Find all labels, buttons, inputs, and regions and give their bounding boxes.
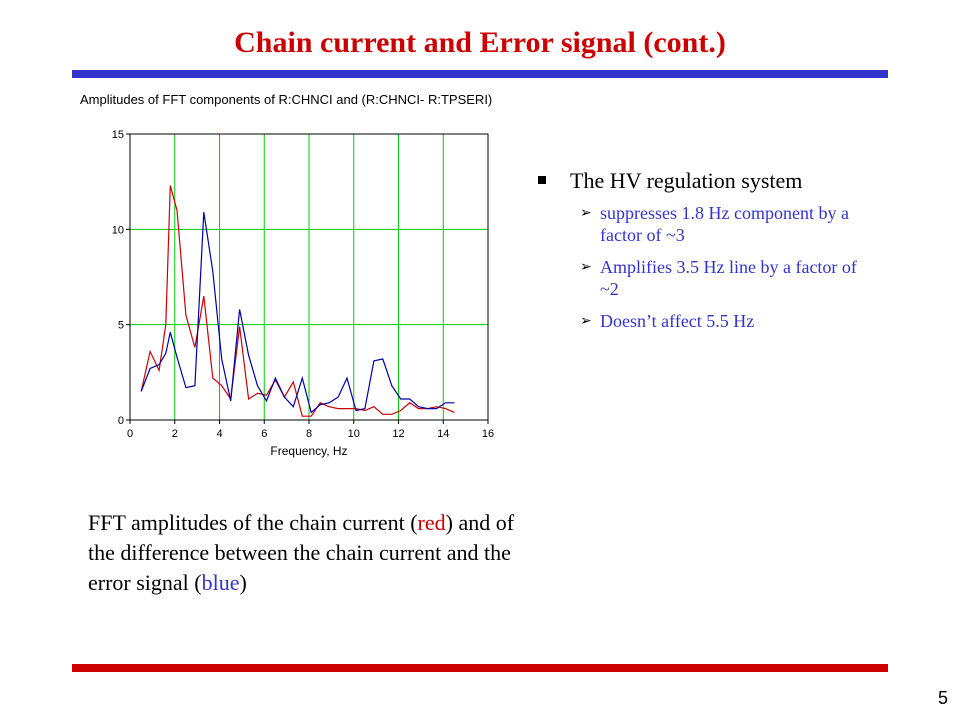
x-tick-label: 16 bbox=[482, 428, 494, 440]
sub-bullet-text: Doesn’t affect 5.5 Hz bbox=[600, 311, 755, 331]
caption-red-word: red bbox=[417, 510, 446, 535]
sub-bullet-item: ➢ Amplifies 3.5 Hz line by a factor of ~… bbox=[580, 256, 870, 300]
x-tick-label: 14 bbox=[437, 428, 449, 440]
x-tick-label: 6 bbox=[261, 428, 267, 440]
y-tick-label: 5 bbox=[118, 320, 124, 332]
x-axis-label: Frequency, Hz bbox=[270, 444, 347, 458]
series-line-difference bbox=[140, 212, 455, 414]
caption-part: FFT amplitudes of the chain current ( bbox=[88, 510, 418, 535]
y-tick-label: 0 bbox=[118, 415, 124, 427]
caption-part: ) and of the difference between the chai… bbox=[88, 510, 515, 595]
bullet-list: The HV regulation system ➢ suppresses 1.… bbox=[538, 168, 878, 342]
sub-bullet-text: suppresses 1.8 Hz component by a factor … bbox=[600, 203, 849, 245]
sub-bullet-item: ➢ Doesn’t affect 5.5 Hz bbox=[580, 310, 870, 332]
slide-title: Chain current and Error signal (cont.) bbox=[234, 26, 726, 59]
sub-bullet-item: ➢ suppresses 1.8 Hz component by a facto… bbox=[580, 202, 870, 246]
figure-caption: FFT amplitudes of the chain current (red… bbox=[88, 508, 518, 598]
fft-chart: Amplitudes of FFT components of R:CHNCI … bbox=[80, 92, 494, 458]
x-tick-label: 0 bbox=[127, 428, 133, 440]
arrow-bullet-icon: ➢ bbox=[580, 205, 592, 221]
bottom-divider bbox=[72, 664, 888, 672]
caption-part: ) bbox=[239, 570, 247, 595]
x-tick-label: 2 bbox=[172, 428, 178, 440]
arrow-bullet-icon: ➢ bbox=[580, 259, 592, 275]
series-line-chain-current bbox=[140, 185, 455, 417]
chart-title: Amplitudes of FFT components of R:CHNCI … bbox=[80, 92, 492, 107]
y-tick-label: 10 bbox=[112, 224, 124, 236]
bullet-main-item: The HV regulation system bbox=[538, 168, 878, 194]
page-number: 5 bbox=[937, 688, 948, 708]
caption-blue-word: blue bbox=[201, 570, 240, 595]
chart-grid bbox=[130, 134, 488, 420]
chart-series bbox=[140, 185, 455, 417]
y-tick-label: 15 bbox=[112, 129, 124, 141]
x-tick-label: 4 bbox=[216, 428, 222, 440]
x-tick-label: 12 bbox=[392, 428, 404, 440]
bullet-main-text: The HV regulation system bbox=[570, 168, 803, 193]
top-divider bbox=[72, 70, 888, 78]
arrow-bullet-icon: ➢ bbox=[580, 313, 592, 329]
square-bullet-icon bbox=[538, 176, 546, 184]
sub-bullet-text: Amplifies 3.5 Hz line by a factor of ~2 bbox=[600, 257, 857, 299]
x-tick-label: 10 bbox=[348, 428, 360, 440]
chart-ticks: 0 2 4 6 8 10 12 14 16 0 5 10 15 bbox=[112, 129, 494, 440]
x-tick-label: 8 bbox=[306, 428, 312, 440]
